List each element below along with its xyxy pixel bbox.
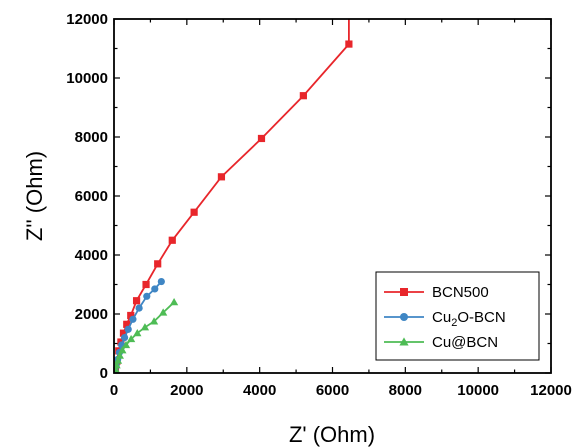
data-point (121, 340, 131, 349)
data-point (157, 277, 165, 286)
data-point (257, 134, 266, 143)
x-tick-label: 10000 (457, 382, 499, 399)
data-point (143, 292, 151, 300)
series-line (114, 19, 350, 369)
x-tick-label: 0 (110, 382, 118, 399)
data-point (123, 320, 131, 328)
data-point (400, 288, 408, 296)
x-tick-label: 4000 (243, 382, 276, 399)
data-point (400, 313, 408, 321)
y-tick-label: 4000 (75, 247, 108, 264)
data-point (140, 323, 150, 331)
data-point (159, 308, 168, 316)
y-tick-label: 6000 (75, 188, 108, 205)
data-point (114, 356, 123, 364)
x-tick-label: 2000 (170, 382, 203, 399)
x-tick-label: 12000 (530, 382, 572, 399)
x-tick-label: 8000 (389, 382, 422, 399)
data-point (299, 92, 307, 100)
data-point (127, 311, 135, 320)
legend: BCN500 Cu2O-BCN Cu@BCN (375, 271, 540, 361)
x-tick-label: 6000 (316, 382, 349, 399)
y-tick-label: 0 (100, 365, 108, 382)
legend-label: Cu@BCN (432, 334, 498, 351)
data-point (154, 260, 162, 268)
data-point (115, 351, 124, 359)
data-point (126, 334, 136, 343)
data-point (190, 208, 198, 216)
data-point (217, 173, 226, 181)
tick-labels: 0 2000 4000 6000 8000 10000 12000 0 2000 4000 6000… (66, 11, 572, 399)
legend-label: BCN500 (432, 284, 489, 301)
data-point (124, 325, 132, 333)
data-point (168, 236, 176, 244)
y-tick-label: 2000 (75, 306, 108, 323)
legend-label: Cu2O-BCN (432, 309, 506, 329)
data-point (132, 297, 141, 305)
y-axis-title: Z'' (Ohm) (22, 151, 47, 241)
data-point (151, 285, 159, 293)
data-point (142, 280, 150, 289)
data-point (149, 317, 159, 325)
y-tick-label: 8000 (75, 129, 108, 146)
data-point (133, 329, 142, 337)
data-point (169, 298, 179, 306)
data-point (119, 329, 128, 337)
data-point (345, 40, 353, 48)
data-point (129, 315, 137, 323)
series-layer (114, 19, 353, 373)
data-point (399, 337, 409, 346)
y-tick-label: 10000 (66, 70, 108, 87)
series-bcn500 (114, 19, 353, 373)
plot-frame (113, 18, 552, 374)
data-point (135, 304, 143, 312)
y-tick-label: 12000 (66, 11, 108, 28)
series-cu-bcn (114, 298, 179, 373)
data-point (118, 346, 127, 354)
data-point (120, 334, 129, 342)
x-axis-title: Z' (Ohm) (289, 422, 375, 447)
